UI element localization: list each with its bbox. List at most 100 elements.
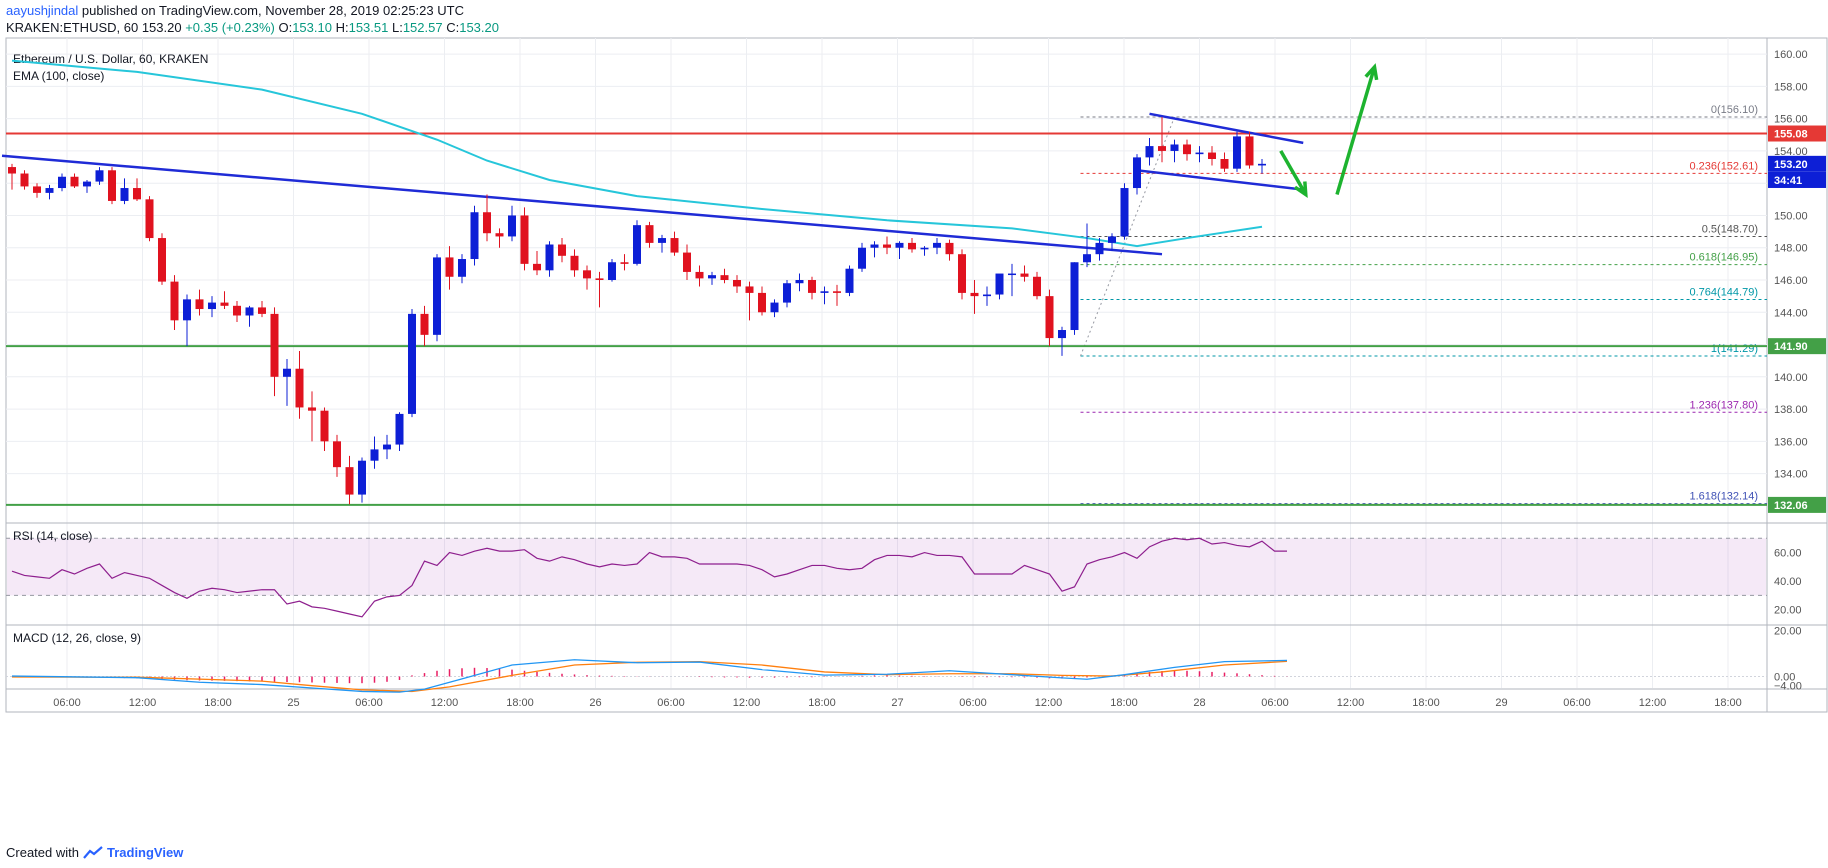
fib-level-label: 0.236(152.61) <box>1690 160 1759 172</box>
candle-body <box>1108 236 1116 243</box>
candle-body <box>1070 262 1079 331</box>
candle-body <box>570 255 579 271</box>
candle-body <box>833 291 841 293</box>
low-value: 152.57 <box>402 20 443 35</box>
pullback-arrow-head <box>1294 181 1308 198</box>
candle-body <box>908 242 916 250</box>
macd-y-tick: 20.00 <box>1774 626 1802 638</box>
candle-body <box>258 307 266 314</box>
last-price: 153.20 <box>141 20 182 35</box>
price-tag-label: 141.90 <box>1774 341 1808 353</box>
candle-body <box>170 281 179 321</box>
candle-body <box>995 273 1004 295</box>
candle-body <box>795 280 804 284</box>
price-axis <box>1766 37 1828 713</box>
candle-body <box>95 170 104 182</box>
candle-body <box>933 242 941 248</box>
y-tick-label: 154.00 <box>1774 146 1808 158</box>
candle-body <box>645 225 654 243</box>
chart-frame <box>5 37 1768 713</box>
rsi-line <box>11 537 1287 618</box>
candle-body <box>1208 152 1216 159</box>
x-tick-label: 06:00 <box>1261 697 1289 709</box>
candle-body <box>58 176 66 189</box>
y-tick-label: 158.00 <box>1774 81 1808 93</box>
publish-line: aayushjindal published on TradingView.co… <box>6 3 464 18</box>
high-label: H: <box>335 20 349 35</box>
price-tag <box>1768 338 1826 355</box>
candle-body <box>1183 144 1191 155</box>
candle-body <box>1095 242 1104 255</box>
x-tick-label: 18:00 <box>506 697 534 709</box>
candle-body <box>320 410 329 442</box>
candle-body <box>720 275 729 280</box>
low-label: L: <box>391 20 403 35</box>
candle-body <box>970 292 979 297</box>
candle-body <box>470 212 479 260</box>
candle-body <box>333 441 341 468</box>
candle-body <box>1245 136 1254 166</box>
candle-body <box>595 278 604 280</box>
author-link[interactable]: aayushjindal <box>6 3 79 18</box>
price-tag-label: 155.08 <box>1774 129 1808 141</box>
candle-body <box>620 262 629 264</box>
candle-body <box>295 368 304 408</box>
price-tag-label: 34:41 <box>1774 175 1802 187</box>
price-tag-label: 153.20 <box>1774 159 1808 171</box>
candle-body <box>20 173 29 187</box>
candle-body <box>483 212 491 234</box>
candle-body <box>345 467 354 495</box>
candle-body <box>633 225 641 264</box>
macd-title: MACD (12, 26, close, 9) <box>13 631 141 645</box>
rsi-y-tick: 40.00 <box>1774 576 1802 588</box>
candle-body <box>845 268 854 293</box>
candle-body <box>358 460 366 495</box>
x-tick-label: 06:00 <box>53 697 81 709</box>
x-tick-label: 18:00 <box>1412 697 1440 709</box>
candle-body <box>45 188 54 193</box>
candle-body <box>558 244 566 256</box>
candle-body <box>1020 273 1029 277</box>
candle-body <box>1058 330 1066 339</box>
candle-body <box>70 176 79 187</box>
candle-body <box>1145 146 1154 158</box>
candle-body <box>83 181 91 187</box>
rsi-y-tick: 60.00 <box>1774 548 1802 560</box>
price-tag-label: 132.06 <box>1774 500 1808 512</box>
candle-body <box>383 444 391 450</box>
candle-body <box>145 199 154 239</box>
candle-body <box>445 257 454 277</box>
candle-body <box>408 313 416 414</box>
rsi-y-tick: 20.00 <box>1774 605 1802 617</box>
candle-body <box>1120 188 1129 237</box>
y-tick-label: 156.00 <box>1774 114 1808 126</box>
candle-body <box>245 307 254 316</box>
x-tick-label: 12:00 <box>129 697 157 709</box>
candle-body <box>533 263 541 271</box>
candle-body <box>1083 254 1091 263</box>
candle-body <box>1158 146 1166 151</box>
candle-body <box>945 242 954 255</box>
candle-body <box>308 407 316 411</box>
candle-body <box>670 238 679 253</box>
fib-level-label: 1(141.29) <box>1711 343 1758 355</box>
candle-body <box>658 238 666 243</box>
candle-body <box>33 186 41 193</box>
x-tick-label: 06:00 <box>1563 697 1591 709</box>
x-tick-label: 06:00 <box>355 697 383 709</box>
candle-body <box>270 313 279 377</box>
candle-body <box>583 270 591 279</box>
candle-body <box>420 313 429 335</box>
candle-body <box>108 170 116 201</box>
candle-body <box>1195 152 1204 155</box>
fib-level-label: 1.236(137.80) <box>1690 399 1759 411</box>
close-value: 153.20 <box>459 20 499 35</box>
x-tick-label: 18:00 <box>1714 697 1742 709</box>
y-tick-label: 148.00 <box>1774 243 1808 255</box>
candle-body <box>283 368 291 377</box>
tradingview-brand[interactable]: TradingView <box>106 845 184 860</box>
x-tick-label: 12:00 <box>1337 697 1365 709</box>
pullback-arrow <box>1279 150 1308 196</box>
symbol: KRAKEN:ETHUSD, 60 <box>6 20 139 35</box>
